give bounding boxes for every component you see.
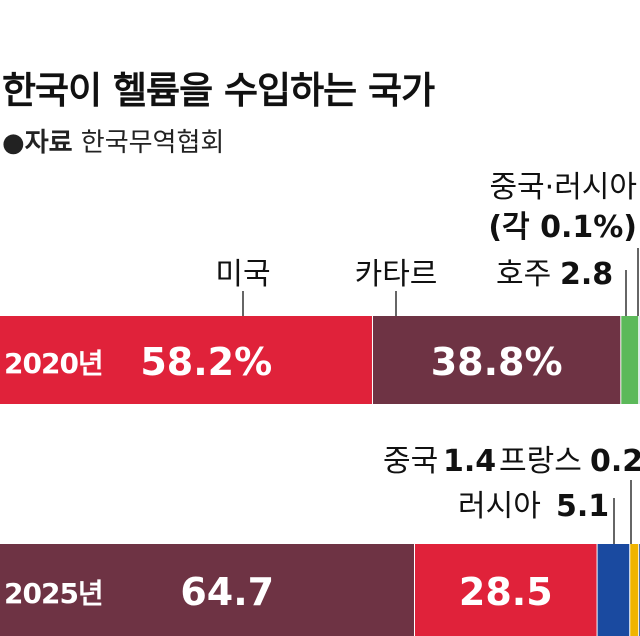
bar-segment-1-2 (597, 544, 630, 636)
bar-segment-1-4 (638, 544, 640, 636)
source-name: 한국무역협회 (80, 128, 225, 158)
bar-segment-0-1 (372, 316, 621, 404)
page-title: 한국이 헬륨을 수입하는 국가 (2, 69, 435, 112)
source-marker: ● (2, 128, 25, 158)
value-label-0-1: 38.8% (431, 340, 563, 384)
callout-france-value-2025: 0.2 (590, 444, 640, 479)
callout-russia-value-2025: 5.1 (556, 489, 609, 524)
callout-china-russia-sub-2020: (각 0.1%) (488, 210, 637, 245)
source-line: ●자료 한국무역협회 (2, 122, 224, 159)
callout-france-2025: 프랑스 (499, 444, 582, 479)
value-label-1-0: 64.7 (180, 570, 274, 614)
row-label-1: 2025년 (4, 577, 103, 610)
bar-segment-0-0 (0, 316, 373, 404)
row-label-0: 2020년 (4, 347, 103, 380)
value-label-1-1: 28.5 (459, 570, 553, 614)
bar-segment-0-2 (620, 316, 639, 404)
callout-china-value-2025: 1.4 (443, 444, 496, 479)
value-label-0-0: 58.2% (140, 340, 272, 384)
callout-usa-2020: 미국 (215, 257, 270, 292)
callout-australia-2020: 호주 (496, 257, 551, 292)
callout-russia-2025: 러시아 (458, 489, 541, 524)
callout-china-russia-2020: 중국·러시아 (489, 170, 637, 205)
bar-segment-1-0 (0, 544, 415, 636)
callout-australia-value-2020: 2.8 (560, 257, 613, 292)
callout-china-2025: 중국 (383, 444, 438, 479)
source-label: 자료 (24, 128, 73, 158)
bar-segment-1-1 (414, 544, 598, 636)
callout-qatar-2020: 카타르 (355, 257, 438, 292)
bar-segment-1-3 (629, 544, 639, 636)
